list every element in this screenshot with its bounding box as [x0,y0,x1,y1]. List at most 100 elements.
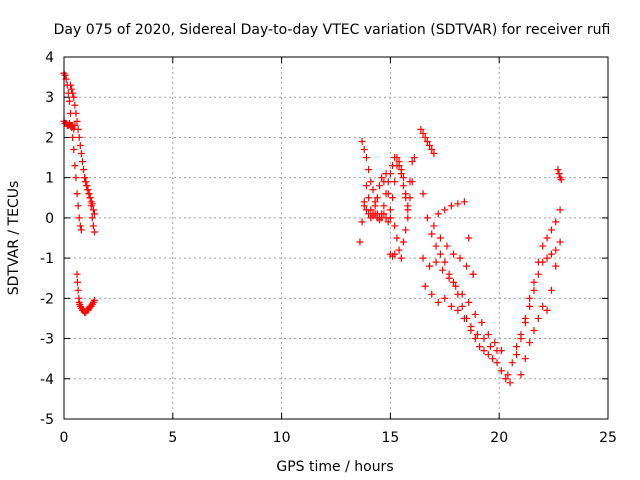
data-point [362,206,370,214]
data-point [362,154,370,162]
data-point [552,218,560,226]
data-point [421,282,429,290]
data-point [61,71,69,79]
data-point [72,174,80,182]
data-point [526,302,534,310]
data-point [365,194,373,202]
data-point [386,206,394,214]
data-point [71,101,79,109]
data-point [395,162,403,170]
data-point [539,258,547,266]
data-point [85,190,93,198]
data-point [486,343,494,351]
series-late-ascent-c [517,262,560,379]
data-point [439,266,447,274]
y-tick-label: -2 [40,291,54,307]
series-early-tail [81,174,98,218]
data-point [430,222,438,230]
data-point [421,133,429,141]
data-point [397,170,405,178]
data-point [83,182,91,190]
data-point [70,93,78,101]
x-tick-label: 15 [381,430,399,446]
series-late-band-upper [419,254,505,355]
data-point [530,327,538,335]
data-point [552,246,560,254]
data-point [436,234,444,242]
data-point [552,262,560,270]
data-point [443,242,451,250]
data-point [74,286,82,294]
axis-ticks: 0 5 10 15 20 25 -5 -4 -3 -2 -1 0 1 2 3 4 [40,50,617,446]
data-point [382,190,390,198]
data-point [543,254,551,262]
data-point [399,174,407,182]
data-point [480,347,488,355]
y-tick-label: -1 [40,251,54,267]
y-tick-label: 4 [45,50,54,66]
data-point [493,347,501,355]
data-point [430,150,438,158]
data-point [75,133,83,141]
x-tick-label: 20 [490,430,508,446]
data-point [90,296,98,304]
data-point [441,258,449,266]
data-point [547,250,555,258]
data-point [521,318,529,326]
data-point [80,166,88,174]
data-point [393,234,401,242]
data-point [508,359,516,367]
data-point [460,198,468,206]
data-point [68,85,76,93]
data-point [358,137,366,145]
data-point [380,210,388,218]
data-point [426,141,434,149]
data-point [484,331,492,339]
data-point [384,178,392,186]
data-point [70,146,78,154]
data-point [373,194,381,202]
data-point [360,202,368,210]
data-point [358,218,366,226]
y-axis-label: SDTVAR / TECUs [6,181,22,296]
data-point [378,174,386,182]
data-point [428,290,436,298]
data-point [76,222,84,230]
data-point [362,182,370,190]
data-point [71,121,79,129]
data-point [493,359,501,367]
data-point [77,150,85,158]
data-point [517,335,525,343]
data-point [389,162,397,170]
data-point [371,210,379,218]
data-point [473,331,481,339]
data-point [489,355,497,363]
data-point [419,254,427,262]
data-point [447,202,455,210]
data-point [76,141,84,149]
data-point [471,335,479,343]
data-point [423,137,431,145]
series-late-ascent-a [504,206,564,379]
data-point [397,254,405,262]
data-point [454,200,462,208]
series-early-plateau [60,117,79,133]
series-late-ascent-b [513,238,564,359]
series-mid-c [360,202,394,226]
y-tick-label: -3 [40,332,54,348]
data-point [458,302,466,310]
data-point [74,202,82,210]
data-point [371,198,379,206]
data-point [478,318,486,326]
data-point [402,194,410,202]
y-tick-label: -5 [40,412,54,428]
data-point [423,214,431,222]
data-point [376,182,384,190]
data-point [467,322,475,330]
data-point [73,190,81,198]
data-point [384,218,392,226]
data-point [513,351,521,359]
data-point [530,278,538,286]
data-point [417,125,425,133]
